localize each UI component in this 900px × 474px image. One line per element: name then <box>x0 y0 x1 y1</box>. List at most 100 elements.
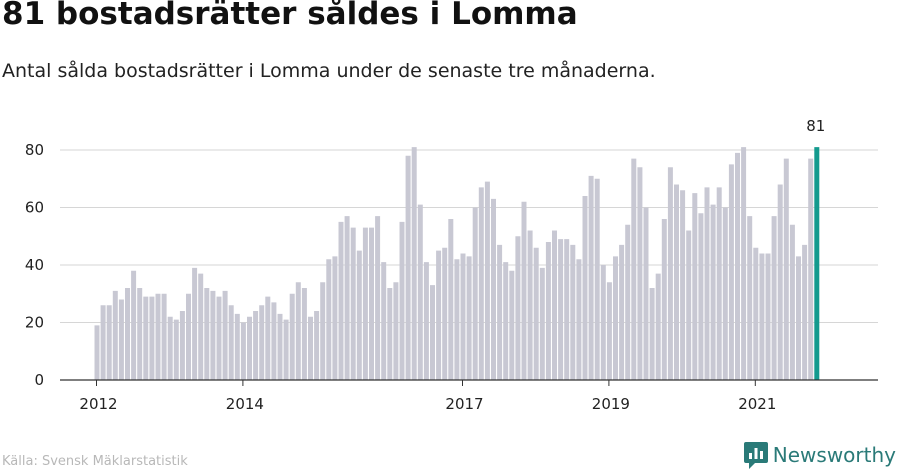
source-note: Källa: Svensk Mäklarstatistik <box>2 454 188 469</box>
bar <box>143 296 149 380</box>
bar <box>606 282 612 380</box>
bar <box>759 253 765 380</box>
bar <box>777 184 783 380</box>
bar <box>222 290 228 380</box>
bar <box>741 147 747 380</box>
bar <box>515 236 521 380</box>
bar <box>436 250 442 380</box>
bar <box>417 204 423 380</box>
bar <box>680 190 686 380</box>
bar <box>375 216 381 380</box>
bar <box>783 158 789 380</box>
bar <box>283 319 289 380</box>
bar <box>192 267 198 380</box>
bar <box>289 293 295 380</box>
bar <box>240 322 246 380</box>
bar <box>387 288 393 380</box>
bar <box>539 267 545 380</box>
bar <box>423 262 429 380</box>
bar <box>576 259 582 380</box>
bar <box>320 282 326 380</box>
bar <box>186 293 191 380</box>
x-tick-label: 2021 <box>738 395 776 413</box>
bar <box>167 316 173 380</box>
bar <box>722 207 728 380</box>
bar <box>106 305 112 380</box>
bar <box>704 187 710 380</box>
bar <box>735 152 740 380</box>
bar <box>247 316 252 380</box>
bar <box>533 247 539 380</box>
brand-logo: Newsworthy <box>743 440 896 470</box>
bar <box>667 167 673 380</box>
bar <box>631 158 637 380</box>
bar <box>619 244 625 380</box>
bar <box>332 256 338 380</box>
y-tick-label: 60 <box>25 199 44 217</box>
bar <box>808 158 814 380</box>
axes: 0 20 40 60 80 81 2012 2014 2017 2019 2021 <box>25 117 878 413</box>
bar <box>686 230 692 380</box>
bar <box>454 259 460 380</box>
bar <box>393 282 399 380</box>
bar <box>655 273 661 380</box>
bar <box>460 253 466 380</box>
bar <box>472 207 478 380</box>
bars <box>94 147 820 380</box>
bar <box>747 216 753 380</box>
bar <box>277 313 283 380</box>
bar <box>314 311 320 380</box>
bar <box>411 147 417 380</box>
bar <box>789 224 795 380</box>
bar <box>625 224 631 380</box>
bar <box>100 305 106 380</box>
highlight-bar <box>814 147 820 380</box>
y-tick-label: 40 <box>25 256 44 274</box>
bar <box>484 181 490 380</box>
bar <box>137 288 143 380</box>
chart-subtitle: Antal sålda bostadsrätter i Lomma under … <box>2 60 656 82</box>
bar <box>362 227 368 380</box>
bar <box>613 256 618 380</box>
bar <box>338 221 344 380</box>
bar <box>161 293 167 380</box>
bar <box>131 270 137 380</box>
bar <box>753 247 759 380</box>
bar <box>558 239 564 380</box>
x-tick-label: 2017 <box>445 395 483 413</box>
bar <box>503 262 509 380</box>
bar <box>570 244 576 380</box>
bar <box>271 302 277 380</box>
bar <box>545 242 551 380</box>
bar <box>643 207 649 380</box>
x-tick-label: 2014 <box>226 395 264 413</box>
bar <box>552 230 557 380</box>
bar <box>259 305 265 380</box>
bar <box>344 216 350 380</box>
chart-title: 81 bostadsrätter såldes i Lomma <box>2 0 578 32</box>
x-tick-label: 2019 <box>592 395 630 413</box>
bar <box>179 311 185 380</box>
bar <box>112 290 118 380</box>
bar <box>308 316 313 380</box>
bar <box>155 293 161 380</box>
brand-name: Newsworthy <box>772 443 896 467</box>
bar <box>118 299 124 380</box>
bar <box>216 296 222 380</box>
bar <box>350 227 356 380</box>
bar <box>430 285 435 380</box>
newsworthy-logo-icon <box>743 442 768 469</box>
bar <box>564 239 570 380</box>
bar <box>149 296 155 380</box>
bar <box>582 196 588 380</box>
bar <box>253 311 259 380</box>
bar <box>588 175 594 380</box>
bar <box>228 305 234 380</box>
bar <box>521 201 527 380</box>
y-tick-label: 0 <box>34 371 44 389</box>
bar <box>265 296 271 380</box>
y-tick-label: 20 <box>25 314 44 332</box>
bar <box>381 262 387 380</box>
bar <box>716 187 722 380</box>
